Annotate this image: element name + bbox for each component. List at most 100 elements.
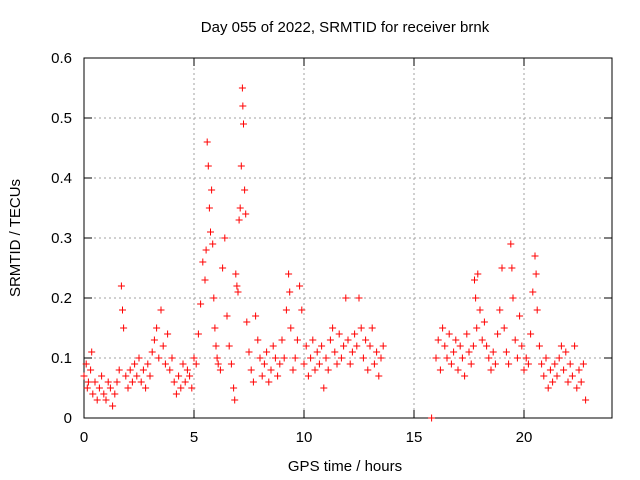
data-point	[282, 306, 290, 314]
data-point	[366, 342, 374, 350]
data-point	[474, 270, 482, 278]
data-point	[82, 360, 90, 368]
data-point	[100, 390, 108, 398]
data-point	[377, 354, 385, 362]
data-point	[106, 384, 114, 392]
data-point	[320, 384, 328, 392]
data-point	[150, 336, 158, 344]
x-tick-label: 10	[296, 429, 313, 446]
data-point	[318, 342, 326, 350]
data-point	[194, 330, 202, 338]
data-point	[238, 84, 246, 92]
data-point	[186, 372, 194, 380]
x-tick-label: 20	[516, 429, 533, 446]
data-point	[233, 282, 241, 290]
data-point	[280, 354, 288, 362]
data-point	[133, 372, 141, 380]
data-point	[546, 366, 554, 374]
data-point	[304, 372, 312, 380]
x-tick-label: 5	[190, 429, 198, 446]
data-point	[213, 354, 221, 362]
data-point	[278, 336, 286, 344]
data-point	[450, 348, 458, 356]
data-point	[326, 336, 334, 344]
data-point	[119, 306, 126, 314]
data-point	[115, 366, 123, 374]
data-point	[221, 234, 229, 242]
data-point	[267, 366, 275, 374]
data-point	[142, 384, 150, 392]
data-point	[144, 360, 152, 368]
data-point	[177, 384, 185, 392]
data-point	[340, 342, 348, 350]
y-tick-label: 0.4	[51, 170, 72, 187]
data-point	[293, 336, 301, 344]
data-point	[447, 360, 455, 368]
y-tick-label: 0.3	[51, 230, 72, 247]
data-point	[379, 342, 387, 350]
data-point	[242, 210, 250, 218]
data-point	[124, 384, 132, 392]
data-point	[463, 330, 471, 338]
data-point	[289, 366, 297, 374]
data-point	[234, 288, 242, 296]
y-axis-label: SRMTID / TECUs	[7, 179, 24, 297]
data-point	[571, 342, 579, 350]
data-point	[219, 264, 227, 272]
data-point	[204, 162, 212, 170]
data-point	[428, 414, 436, 422]
data-point	[286, 288, 294, 296]
data-point	[520, 366, 528, 374]
data-point	[538, 360, 546, 368]
data-point	[513, 354, 521, 362]
data-point	[197, 300, 205, 308]
data-point	[511, 336, 519, 344]
data-point	[181, 378, 189, 386]
data-point	[364, 366, 372, 374]
data-point	[300, 360, 308, 368]
data-point	[553, 372, 561, 380]
data-point	[373, 348, 381, 356]
data-point	[544, 384, 552, 392]
data-point	[252, 312, 260, 320]
data-point	[434, 336, 442, 344]
x-axis-label: GPS time / hours	[288, 458, 402, 475]
data-point	[128, 378, 136, 386]
data-point	[236, 204, 244, 212]
data-point	[344, 336, 352, 344]
chart-title: Day 055 of 2022, SRMTID for receiver brn…	[201, 19, 490, 36]
data-point	[498, 264, 506, 272]
data-point	[480, 318, 488, 326]
data-point	[355, 294, 363, 302]
data-point	[562, 348, 570, 356]
data-point	[505, 360, 513, 368]
data-point	[533, 306, 541, 314]
data-point	[302, 342, 310, 350]
data-point	[551, 360, 559, 368]
data-point	[122, 372, 130, 380]
data-point	[235, 216, 243, 224]
data-point	[227, 360, 235, 368]
data-point	[91, 378, 99, 386]
data-point	[83, 384, 91, 392]
data-point	[335, 330, 343, 338]
data-point	[258, 372, 266, 380]
data-point	[88, 348, 96, 356]
data-point	[532, 270, 540, 278]
data-point	[205, 204, 213, 212]
data-point	[315, 360, 323, 368]
data-point	[535, 342, 543, 350]
data-point	[274, 372, 282, 380]
data-point	[353, 342, 361, 350]
data-point	[337, 354, 345, 362]
x-tick-label: 0	[80, 429, 88, 446]
data-point	[573, 384, 581, 392]
data-point	[454, 366, 462, 374]
data-point	[542, 354, 550, 362]
x-tick-label: 15	[406, 429, 423, 446]
data-point	[249, 378, 257, 386]
data-point	[172, 390, 180, 398]
data-point	[483, 342, 491, 350]
data-point	[146, 372, 154, 380]
data-point	[243, 318, 251, 326]
